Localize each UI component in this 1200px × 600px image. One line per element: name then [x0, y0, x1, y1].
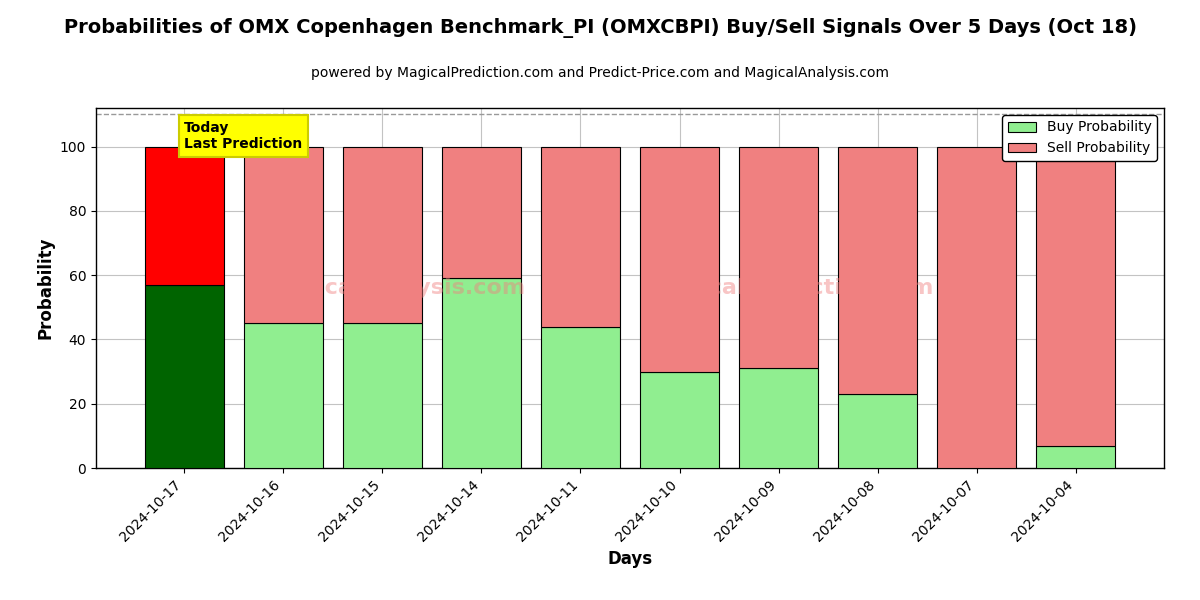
Bar [838, 146, 917, 394]
X-axis label: Days: Days [607, 550, 653, 568]
Bar [343, 146, 422, 323]
Bar [244, 146, 323, 323]
Bar [343, 323, 422, 468]
Bar [640, 146, 719, 371]
Bar [640, 371, 719, 468]
Bar [739, 146, 818, 368]
Y-axis label: Probability: Probability [36, 237, 54, 339]
Text: Probabilities of OMX Copenhagen Benchmark_PI (OMXCBPI) Buy/Sell Signals Over 5 D: Probabilities of OMX Copenhagen Benchmar… [64, 18, 1136, 38]
Bar [739, 368, 818, 468]
Bar [937, 146, 1016, 468]
Bar [541, 326, 620, 468]
Bar [541, 146, 620, 326]
Bar [442, 278, 521, 468]
Text: MagicalAnalysis.com: MagicalAnalysis.com [264, 278, 526, 298]
Bar [1036, 445, 1116, 468]
Legend: Buy Probability, Sell Probability: Buy Probability, Sell Probability [1002, 115, 1157, 161]
Bar [244, 323, 323, 468]
Text: Today
Last Prediction: Today Last Prediction [184, 121, 302, 151]
Bar [1036, 146, 1116, 445]
Text: MagicalPrediction.com: MagicalPrediction.com [648, 278, 932, 298]
Bar [838, 394, 917, 468]
Bar [144, 146, 224, 285]
Text: powered by MagicalPrediction.com and Predict-Price.com and MagicalAnalysis.com: powered by MagicalPrediction.com and Pre… [311, 66, 889, 80]
Bar [442, 146, 521, 278]
Bar [144, 285, 224, 468]
